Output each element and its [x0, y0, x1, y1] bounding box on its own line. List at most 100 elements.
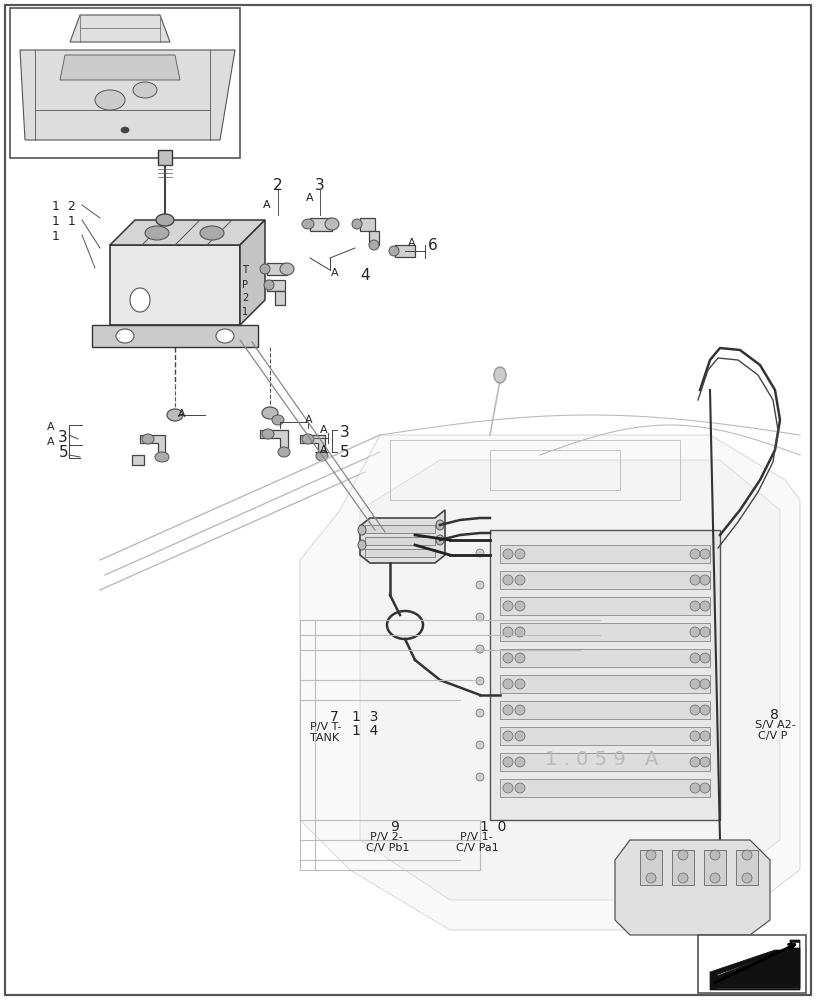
- Ellipse shape: [515, 549, 525, 559]
- Ellipse shape: [503, 705, 513, 715]
- Ellipse shape: [476, 613, 484, 621]
- Ellipse shape: [476, 677, 484, 685]
- Ellipse shape: [690, 601, 700, 611]
- Text: 9: 9: [390, 820, 399, 834]
- Ellipse shape: [690, 783, 700, 793]
- Bar: [365, 525, 435, 533]
- Bar: [158, 150, 172, 165]
- Ellipse shape: [690, 653, 700, 663]
- Ellipse shape: [494, 367, 506, 383]
- Ellipse shape: [167, 409, 183, 421]
- Text: C/V Pb1: C/V Pb1: [366, 843, 410, 853]
- Bar: [500, 701, 710, 719]
- Ellipse shape: [352, 219, 362, 229]
- Bar: [360, 218, 375, 231]
- Text: P/V 2-: P/V 2-: [370, 832, 403, 842]
- Text: A: A: [47, 422, 55, 432]
- Bar: [500, 545, 710, 563]
- Text: TANK: TANK: [310, 733, 339, 743]
- Ellipse shape: [503, 653, 513, 663]
- Ellipse shape: [515, 757, 525, 767]
- Ellipse shape: [369, 240, 379, 250]
- Ellipse shape: [316, 451, 328, 461]
- Bar: [500, 597, 710, 615]
- Text: A: A: [305, 415, 313, 425]
- Bar: [500, 649, 710, 667]
- Text: 3: 3: [340, 425, 350, 440]
- Bar: [10, 8, 240, 158]
- Ellipse shape: [700, 757, 710, 767]
- Ellipse shape: [700, 575, 710, 585]
- Text: 1  4: 1 4: [352, 724, 379, 738]
- Polygon shape: [615, 840, 770, 935]
- Bar: [500, 571, 710, 589]
- Bar: [672, 850, 694, 885]
- Ellipse shape: [700, 627, 710, 637]
- Text: A: A: [408, 238, 415, 248]
- Text: 1  1: 1 1: [52, 215, 76, 228]
- Ellipse shape: [700, 679, 710, 689]
- Ellipse shape: [216, 329, 234, 343]
- Ellipse shape: [700, 653, 710, 663]
- Bar: [640, 850, 662, 885]
- Text: A: A: [320, 425, 328, 435]
- Ellipse shape: [700, 601, 710, 611]
- Ellipse shape: [116, 329, 134, 343]
- Bar: [500, 779, 710, 797]
- Text: 2: 2: [242, 293, 248, 303]
- Text: P/V T-: P/V T-: [310, 722, 341, 732]
- Ellipse shape: [503, 627, 513, 637]
- Ellipse shape: [503, 575, 513, 585]
- Ellipse shape: [503, 601, 513, 611]
- Ellipse shape: [515, 653, 525, 663]
- Ellipse shape: [515, 705, 525, 715]
- Ellipse shape: [476, 741, 484, 749]
- Text: A: A: [47, 437, 55, 447]
- Text: C/V P: C/V P: [758, 731, 787, 741]
- Text: A: A: [306, 193, 314, 203]
- Bar: [704, 850, 726, 885]
- Text: A: A: [264, 200, 271, 210]
- Ellipse shape: [742, 850, 752, 860]
- Polygon shape: [360, 460, 780, 900]
- Ellipse shape: [156, 214, 174, 226]
- Ellipse shape: [690, 757, 700, 767]
- Ellipse shape: [503, 731, 513, 741]
- Text: C/V Pa1: C/V Pa1: [456, 843, 499, 853]
- Polygon shape: [110, 220, 265, 245]
- Ellipse shape: [476, 709, 484, 717]
- Polygon shape: [260, 430, 288, 448]
- Text: P/V 1-: P/V 1-: [460, 832, 493, 842]
- Bar: [275, 291, 285, 305]
- Ellipse shape: [262, 407, 278, 419]
- Ellipse shape: [742, 873, 752, 883]
- Ellipse shape: [503, 757, 513, 767]
- Ellipse shape: [476, 773, 484, 781]
- Ellipse shape: [302, 434, 314, 444]
- Ellipse shape: [436, 535, 444, 545]
- Ellipse shape: [678, 850, 688, 860]
- Polygon shape: [712, 948, 800, 988]
- Text: 1  3: 1 3: [352, 710, 379, 724]
- Polygon shape: [718, 943, 799, 988]
- Ellipse shape: [515, 731, 525, 741]
- Ellipse shape: [145, 226, 169, 240]
- Ellipse shape: [690, 575, 700, 585]
- Polygon shape: [60, 55, 180, 80]
- Text: 5: 5: [340, 445, 349, 460]
- Ellipse shape: [710, 873, 720, 883]
- Bar: [369, 231, 379, 245]
- Polygon shape: [300, 435, 325, 452]
- Bar: [500, 623, 710, 641]
- Bar: [500, 727, 710, 745]
- Ellipse shape: [278, 447, 290, 457]
- Ellipse shape: [503, 783, 513, 793]
- Text: P: P: [242, 280, 248, 290]
- Ellipse shape: [515, 575, 525, 585]
- Ellipse shape: [503, 679, 513, 689]
- Text: 2: 2: [273, 178, 283, 193]
- Ellipse shape: [260, 264, 270, 274]
- Polygon shape: [710, 940, 800, 990]
- Text: A: A: [320, 445, 328, 455]
- Ellipse shape: [700, 731, 710, 741]
